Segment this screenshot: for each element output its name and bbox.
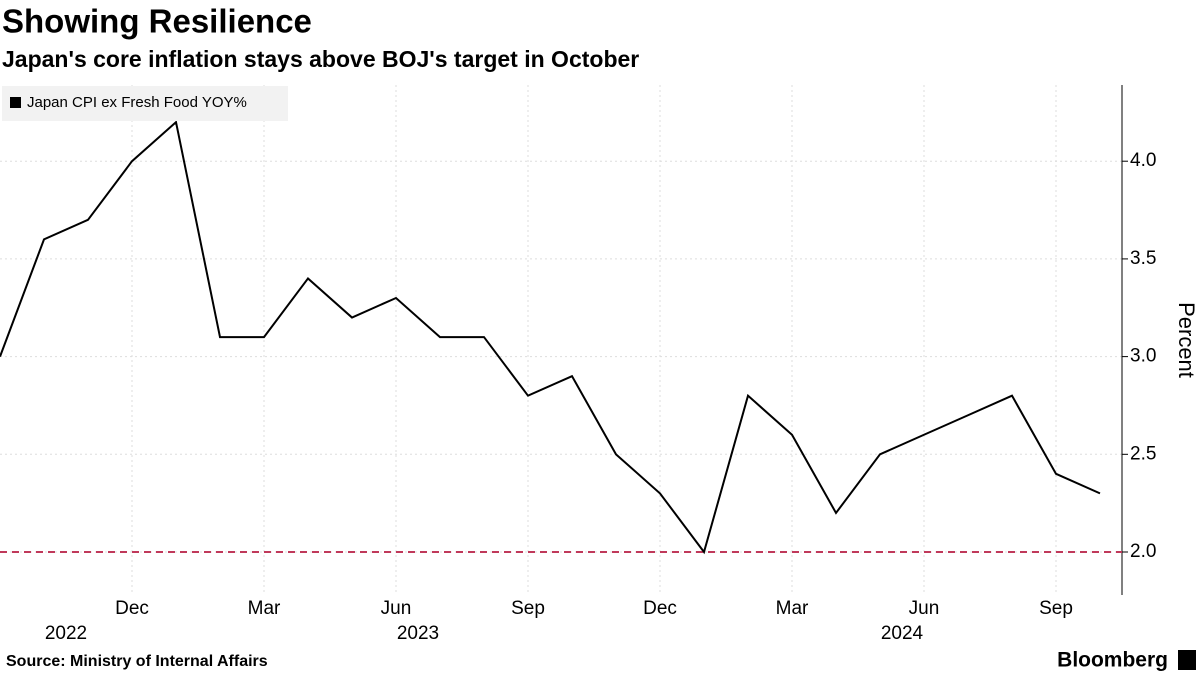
x-tick-label: Dec — [115, 598, 149, 619]
chart-subtitle: Japan's core inflation stays above BOJ's… — [2, 46, 639, 72]
legend-label: Japan CPI ex Fresh Food YOY% — [27, 94, 247, 111]
x-tick-label: Sep — [1039, 598, 1073, 619]
y-axis-label: Percent — [1174, 302, 1199, 378]
brand-icon — [1178, 650, 1196, 670]
source: Source: Ministry of Internal Affairs — [6, 653, 268, 670]
x-tick-label: Sep — [511, 598, 545, 619]
y-tick-label: 3.0 — [1130, 346, 1156, 367]
legend-swatch — [10, 97, 21, 108]
x-tick-label: Jun — [381, 598, 412, 619]
x-tick-label: Mar — [248, 598, 281, 619]
y-tick-label: 3.5 — [1130, 248, 1156, 269]
legend-box — [2, 86, 288, 121]
x-year-label: 2022 — [45, 623, 87, 644]
x-year-label: 2024 — [881, 623, 924, 644]
y-tick-label: 2.0 — [1130, 541, 1156, 562]
brand: Bloomberg — [1057, 649, 1168, 672]
line — [0, 120, 1101, 555]
chart-title: Showing Resilience — [2, 3, 312, 40]
x-tick-label: Dec — [643, 598, 677, 619]
y-tick-label: 2.5 — [1130, 443, 1156, 464]
x-year-label: 2023 — [397, 623, 439, 644]
x-tick-label: Mar — [776, 598, 809, 619]
y-tick-label: 4.0 — [1130, 150, 1156, 171]
x-tick-label: Jun — [909, 598, 940, 619]
